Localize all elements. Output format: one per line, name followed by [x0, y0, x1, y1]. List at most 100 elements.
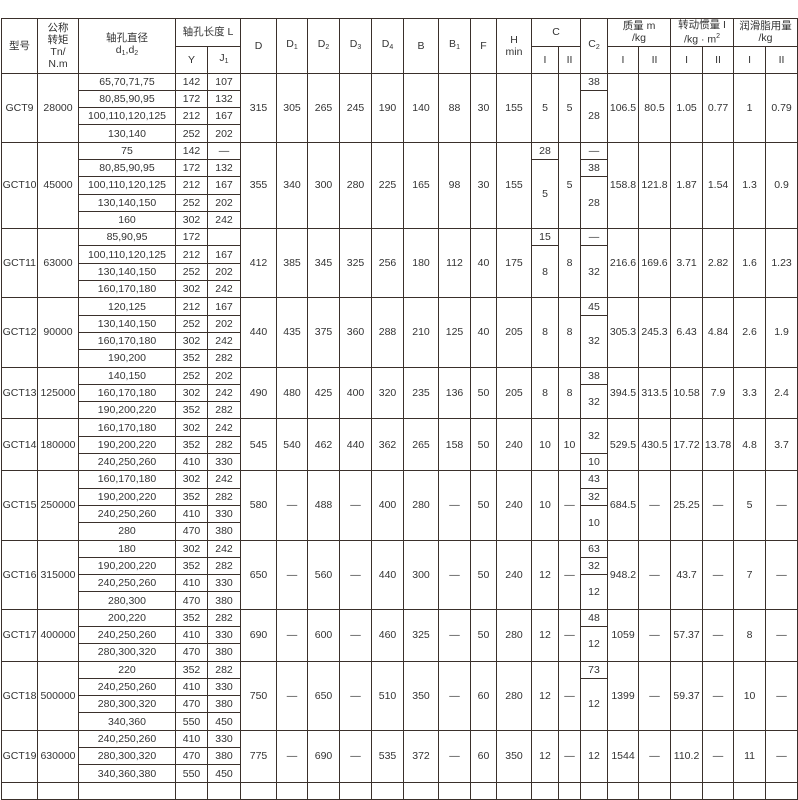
length-Y-cell: 352 [175, 556, 208, 576]
empty-cell [1, 781, 38, 800]
empty-cell [175, 781, 208, 800]
length-J1-cell: 282 [206, 401, 242, 420]
C-II-cell: — [558, 539, 582, 610]
inertia-II-cell: — [702, 470, 735, 541]
D3-cell: — [339, 608, 373, 662]
D-cell: 412 [240, 228, 278, 299]
length-Y-cell: 410 [175, 729, 208, 749]
B1-cell: 125 [438, 297, 472, 368]
D-cell: 545 [240, 418, 278, 472]
length-J1-cell: 380 [206, 591, 242, 610]
F-cell: 30 [470, 141, 498, 230]
length-J1-cell: 242 [206, 539, 242, 558]
C2-cell: 12 [580, 626, 609, 662]
inertia-I-cell: 25.25 [670, 470, 704, 541]
mass-I-cell: 216.6 [607, 228, 640, 299]
grease-II-cell: 3.7 [765, 418, 798, 472]
H-cell: 280 [496, 660, 533, 731]
header-Y: Y [175, 45, 208, 74]
table-row: 240,250,260 410 330 12 [2, 677, 798, 731]
B-cell: 325 [403, 608, 440, 662]
bore-diameter-cell: 160 [78, 210, 176, 230]
C-II-cell: — [558, 470, 582, 541]
D-cell: 315 [240, 72, 278, 143]
length-Y-cell: 302 [175, 280, 208, 299]
C2-cell: 32 [580, 314, 609, 368]
B-cell: 280 [403, 470, 440, 541]
empty-cell [339, 781, 373, 800]
inertia-I-cell: 59.37 [670, 660, 704, 731]
mass-II-cell: 430.5 [638, 418, 672, 472]
D-cell: 650 [240, 539, 278, 610]
B1-cell: 136 [438, 366, 472, 420]
length-J1-cell: 330 [206, 625, 242, 645]
grease-I-cell: 1.6 [733, 228, 767, 299]
C-I-cell: 12 [531, 729, 560, 783]
empty-cell [206, 781, 242, 800]
header-inertia: 转动惯量 I/kg · m2 [670, 18, 735, 47]
mass-II-cell: 313.5 [638, 366, 672, 420]
inertia-II-cell: 1.54 [702, 141, 735, 230]
length-J1-cell: 242 [206, 470, 242, 489]
length-Y-cell: 212 [175, 297, 208, 316]
F-cell: 60 [470, 660, 498, 731]
C-I-cell: 5 [531, 72, 560, 143]
length-Y-cell: 550 [175, 764, 208, 783]
inertia-II-cell: 7.9 [702, 366, 735, 420]
length-Y-cell: 550 [175, 712, 208, 731]
mass-I-cell: 529.5 [607, 418, 640, 472]
C2-cell: 38 [580, 366, 609, 385]
mass-II-cell: — [638, 729, 672, 783]
header-B: B [403, 18, 440, 74]
torque-cell: 250000 [37, 470, 79, 541]
bore-diameter-cell: 190,200,220 [78, 487, 176, 506]
mass-I-cell: 1059 [607, 608, 640, 662]
bore-diameter-cell: 340,360,380 [78, 764, 176, 783]
C-I-cell: 8 [531, 297, 560, 368]
D4-cell: 320 [371, 366, 405, 420]
grease-I-cell: 1 [733, 72, 767, 143]
H-cell: 240 [496, 470, 533, 541]
mass-I-cell: 684.5 [607, 470, 640, 541]
length-Y-cell: 470 [175, 522, 208, 541]
B-cell: 235 [403, 366, 440, 420]
length-J1-cell: 242 [206, 280, 242, 299]
bore-diameter-cell: 280,300,320 [78, 747, 176, 766]
torque-cell: 63000 [37, 228, 79, 299]
D4-cell: 400 [371, 470, 405, 541]
empty-cell [496, 781, 533, 800]
model-cell: GCT19 [1, 729, 38, 783]
bore-diameter-cell: 340,360 [78, 712, 176, 731]
C-I-cell: 5 [531, 158, 560, 230]
bore-diameter-cell: 190,200 [78, 349, 176, 368]
H-cell: 155 [496, 141, 533, 230]
bore-diameter-cell: 160,170,180 [78, 383, 176, 403]
model-cell: GCT15 [1, 470, 38, 541]
inertia-II-cell: — [702, 729, 735, 783]
bore-diameter-cell: 240,250,260 [78, 677, 176, 697]
F-cell: 40 [470, 228, 498, 299]
length-Y-cell: 352 [175, 401, 208, 420]
B1-cell: 112 [438, 228, 472, 299]
length-J1-cell: — [206, 141, 242, 160]
empty-cell [307, 781, 341, 800]
length-J1-cell: 132 [206, 158, 242, 178]
B-cell: 350 [403, 660, 440, 731]
grease-II-cell: 1.9 [765, 297, 798, 368]
bore-diameter-cell: 65,70,71,75 [78, 72, 176, 91]
D-cell: 775 [240, 729, 278, 783]
F-cell: 40 [470, 297, 498, 368]
bore-diameter-cell: 240,250,260 [78, 625, 176, 645]
empty-cell [670, 781, 704, 800]
inertia-I-cell: 43.7 [670, 539, 704, 610]
length-Y-cell: 172 [175, 228, 208, 247]
bore-diameter-cell: 140,150 [78, 366, 176, 385]
bore-diameter-cell: 240,250,260 [78, 453, 176, 472]
mass-I-cell: 948.2 [607, 539, 640, 610]
coupling-spec-table: 型号 公称 转矩 Tn/N.m 轴孔直径 d1,d2 轴孔长度 L D D1 D2 D… [1, 18, 798, 800]
model-cell: GCT9 [1, 72, 38, 143]
length-J1-cell: 242 [206, 210, 242, 230]
bore-diameter-cell: 280,300,320 [78, 643, 176, 662]
C-I-cell: 15 [531, 228, 560, 247]
length-J1-cell: 167 [206, 107, 242, 126]
